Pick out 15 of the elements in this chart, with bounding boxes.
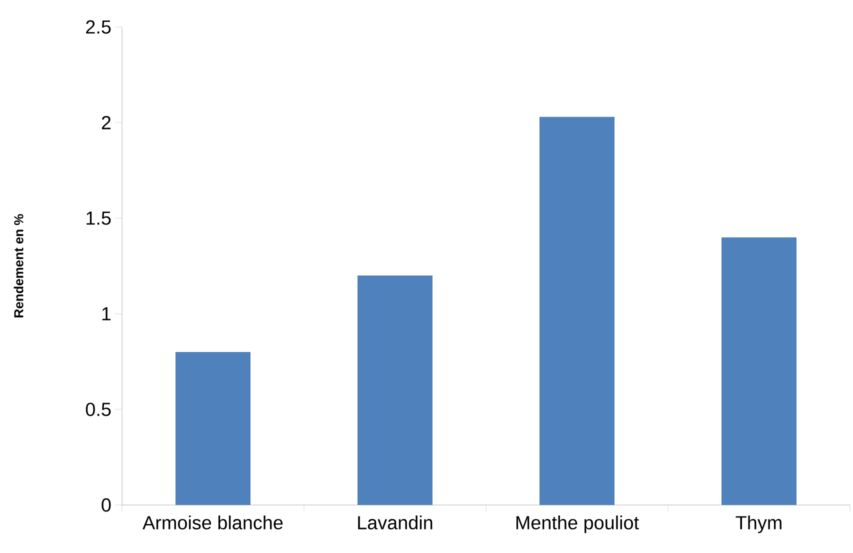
y-tick-label: 0.5 <box>86 402 111 416</box>
bar <box>540 116 615 505</box>
bar <box>358 276 433 505</box>
y-axis-title: Rendement en % <box>14 214 24 318</box>
x-tick-label: Menthe pouliot <box>516 516 639 534</box>
y-tick-label: 2 <box>102 116 111 130</box>
x-tick-label: Lavandin <box>358 516 432 530</box>
bar <box>176 352 250 505</box>
bar <box>722 237 797 505</box>
y-tick-label: 0 <box>102 498 111 512</box>
x-tick-label: Armoise blanche <box>142 516 283 530</box>
y-tick-label: 1 <box>102 307 111 320</box>
y-tick-label: 2.5 <box>86 20 111 34</box>
y-tick-label: 1.5 <box>86 212 111 225</box>
x-tick-label: Thym <box>736 516 782 534</box>
